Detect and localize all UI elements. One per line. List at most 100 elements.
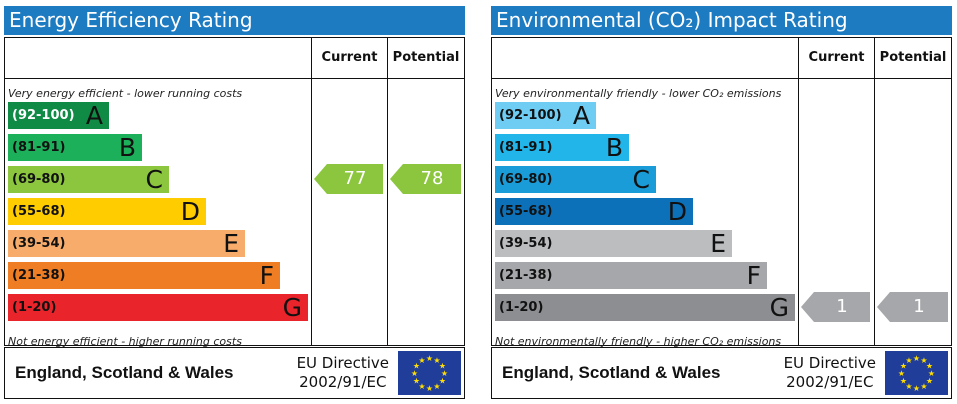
eu-star-icon: ★	[426, 354, 433, 363]
eu-star-icon: ★	[913, 354, 920, 363]
band-range-label: (69-80)	[12, 172, 66, 187]
eu-star-icon: ★	[413, 377, 420, 386]
band-range-label: (39-54)	[499, 236, 553, 251]
band-b: (81-91) B	[495, 134, 629, 161]
eu-star-icon: ★	[920, 382, 927, 391]
eu-stars-icon: ★ ★★★★★★★★★★★	[411, 354, 448, 393]
band-range-label: (81-91)	[12, 140, 66, 155]
region-label: England, Scotland & Wales	[15, 363, 234, 382]
band-letter: C	[145, 165, 163, 194]
panel-title: Energy Efficiency Rating	[4, 6, 465, 35]
band-range-label: (21-38)	[12, 268, 66, 283]
eu-flag-icon: ★ ★ ★ ★ ★ ★ ★ ★ ★ ★ ★ ★	[885, 351, 948, 395]
current-column-divider	[798, 38, 799, 345]
band-range-label: (81-91)	[499, 140, 553, 155]
potential-column-divider	[387, 38, 388, 345]
band-a: (92-100) A	[8, 102, 109, 129]
current-column-header: Current	[321, 50, 378, 65]
eu-star-icon: ★	[900, 362, 907, 371]
eu-star-icon: ★	[418, 382, 425, 391]
band-letter: D	[667, 197, 687, 226]
eu-star-icon: ★	[905, 356, 912, 365]
eu-star-icon: ★	[905, 382, 912, 391]
directive-line-1: EU Directive	[783, 354, 876, 372]
current-column-divider	[311, 38, 312, 345]
eu-flag-icon: ★ ★ ★ ★ ★ ★ ★ ★ ★ ★ ★ ★	[398, 351, 461, 395]
band-g: (1-20) G	[495, 294, 795, 321]
current-rating-value: 1	[814, 292, 870, 322]
eu-star-icon: ★	[898, 369, 905, 378]
region-label: England, Scotland & Wales	[502, 363, 721, 382]
band-letter: B	[118, 133, 136, 162]
footer: England, Scotland & Wales EU Directive 2…	[4, 347, 465, 399]
arrow-tip	[390, 164, 403, 194]
eu-star-icon: ★	[928, 369, 935, 378]
band-range-label: (39-54)	[12, 236, 66, 251]
eu-star-icon: ★	[418, 356, 425, 365]
arrow-tip	[801, 292, 814, 322]
band-range-label: (92-100)	[499, 108, 562, 123]
band-letter: D	[180, 197, 200, 226]
eu-directive: EU Directive 2002/91/EC	[784, 354, 876, 392]
band-letter: F	[259, 261, 274, 290]
band-a: (92-100) A	[495, 102, 596, 129]
eu-star-icon: ★	[920, 356, 927, 365]
potential-column-divider	[874, 38, 875, 345]
potential-column-header: Potential	[392, 50, 460, 65]
top-note: Very energy efficient - lower running co…	[8, 87, 243, 100]
band-range-label: (92-100)	[12, 108, 75, 123]
directive-line-1: EU Directive	[296, 354, 389, 372]
band-d: (55-68) D	[495, 198, 693, 225]
band-letter: A	[85, 101, 103, 130]
rating-chart: Current Potential Very energy efficient …	[4, 37, 465, 348]
band-letter: E	[223, 229, 239, 258]
eu-star-icon: ★	[900, 377, 907, 386]
environmental-impact-panel: Environmental (CO₂) Impact Rating Curren…	[491, 6, 952, 399]
band-c: (69-80) C	[8, 166, 169, 193]
header-divider	[492, 78, 951, 79]
band-e: (39-54) E	[8, 230, 245, 257]
band-f: (21-38) F	[8, 262, 280, 289]
eu-star-icon: ★	[439, 362, 446, 371]
potential-column-header: Potential	[879, 50, 947, 65]
eu-star-icon: ★	[426, 384, 433, 393]
band-letter: C	[632, 165, 650, 194]
eu-star-icon: ★	[413, 362, 420, 371]
band-range-label: (1-20)	[12, 300, 57, 315]
band-d: (55-68) D	[8, 198, 206, 225]
band-letter: B	[605, 133, 623, 162]
energy-efficiency-panel: Energy Efficiency Rating Current Potenti…	[4, 6, 465, 399]
eu-stars-icon: ★ ★★★★★★★★★★★	[898, 354, 935, 393]
band-f: (21-38) F	[495, 262, 767, 289]
arrow-tip	[877, 292, 890, 322]
eu-star-icon: ★	[433, 356, 440, 365]
top-note: Very environmentally friendly - lower CO…	[495, 87, 782, 100]
eu-directive: EU Directive 2002/91/EC	[297, 354, 389, 392]
bottom-note: Not energy efficient - higher running co…	[8, 335, 242, 348]
current-rating-value: 77	[327, 164, 383, 194]
band-letter: G	[282, 293, 302, 322]
band-e: (39-54) E	[495, 230, 732, 257]
band-range-label: (69-80)	[499, 172, 553, 187]
arrow-tip	[314, 164, 327, 194]
band-c: (69-80) C	[495, 166, 656, 193]
eu-star-icon: ★	[433, 382, 440, 391]
eu-star-icon: ★	[926, 377, 933, 386]
band-range-label: (1-20)	[499, 300, 544, 315]
eu-star-icon: ★	[441, 369, 448, 378]
footer: England, Scotland & Wales EU Directive 2…	[491, 347, 952, 399]
band-g: (1-20) G	[8, 294, 308, 321]
eu-star-icon: ★	[411, 369, 418, 378]
directive-line-2: 2002/91/EC	[299, 373, 387, 391]
header-divider	[5, 78, 464, 79]
rating-chart: Current Potential Very environmentally f…	[491, 37, 952, 348]
band-letter: A	[572, 101, 590, 130]
potential-rating-value: 78	[403, 164, 461, 194]
band-range-label: (21-38)	[499, 268, 553, 283]
eu-star-icon: ★	[439, 377, 446, 386]
band-letter: E	[710, 229, 726, 258]
band-range-label: (55-68)	[499, 204, 553, 219]
potential-rating-value: 1	[890, 292, 948, 322]
directive-line-2: 2002/91/EC	[786, 373, 874, 391]
panel-title: Environmental (CO₂) Impact Rating	[491, 6, 952, 35]
